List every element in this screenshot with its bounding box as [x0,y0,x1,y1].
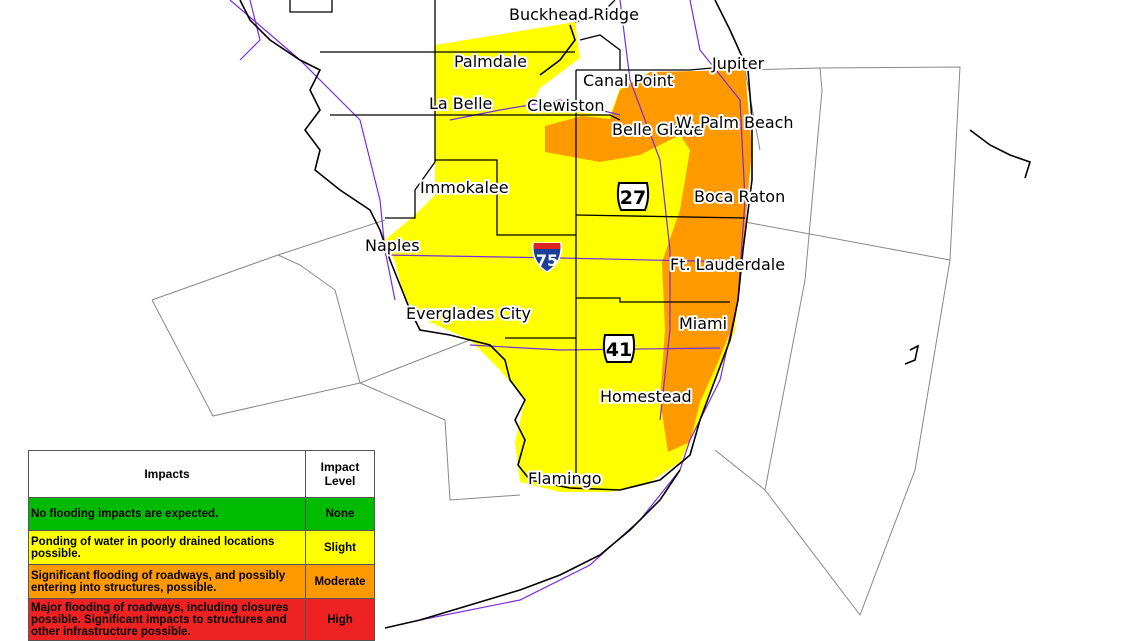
city-labels: Buckhead Ridge Palmdale La Belle Clewist… [363,3,796,490]
city-label: Immokalee [420,178,509,197]
impact-level: High [305,598,375,641]
city-label: Boca Raton [694,187,785,206]
us-shield: 41 [602,334,636,363]
county-lines [289,0,746,480]
city-label: Jupiter [711,54,765,73]
impact-text: Major flooding of roadways, including cl… [28,598,306,641]
impact-text: No flooding impacts are expected. [28,497,306,531]
impact-legend: Impacts Impact Level No flooding impacts… [28,450,375,641]
legend-row: Major flooding of roadways, including cl… [28,598,375,641]
city-label: Clewiston [527,96,605,115]
legend-row: Significant flooding of roadways, and po… [28,564,375,599]
impact-text: Ponding of water in poorly drained locat… [28,530,306,565]
legend-heading: Impacts [28,450,306,498]
city-label: Everglades City [406,304,531,323]
impact-level: Slight [305,530,375,565]
city-label: Palmdale [454,52,527,71]
legend-heading: Impact Level [305,450,375,498]
city-label: Miami [679,314,727,333]
city-label: Ft. Lauderdale [670,255,785,274]
shield-number: 75 [536,251,558,270]
legend-row: No flooding impacts are expected. None [28,497,375,531]
impact-level: None [305,497,375,531]
shield-number: 27 [620,187,646,209]
city-label: Canal Point [583,71,673,90]
city-label: Buckhead Ridge [509,5,639,24]
impact-level: Moderate [305,564,375,599]
city-label: Belle Glade [612,120,703,139]
legend-header: Impacts Impact Level [28,450,375,498]
roads [229,0,746,621]
marine-zones [151,66,961,617]
city-label: Flamingo [528,469,602,488]
city-label: La Belle [429,94,492,113]
us-shield: 27 [616,182,650,211]
moderate-area [545,70,752,452]
coastline [239,0,1031,629]
shield-number: 41 [606,339,632,361]
city-label: W. Palm Beach [676,113,794,132]
impact-text: Significant flooding of roadways, and po… [28,564,306,599]
city-label: Naples [365,236,420,255]
city-label: Homestead [600,387,692,406]
interstate-shield: 75 [532,242,562,273]
legend-row: Ponding of water in poorly drained locat… [28,530,375,565]
